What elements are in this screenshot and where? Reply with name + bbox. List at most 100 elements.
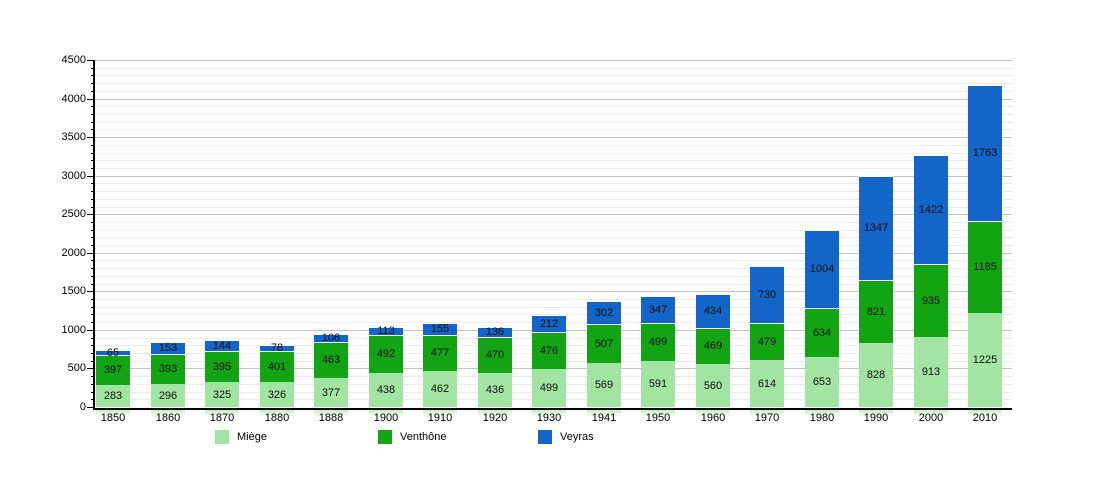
gridline-minor bbox=[95, 191, 1012, 192]
bar-segment-miege-1870 bbox=[205, 382, 239, 407]
value-label-1980: 1004 bbox=[809, 263, 835, 275]
value-label-1960: 434 bbox=[703, 305, 723, 317]
y-tick-major bbox=[87, 176, 95, 177]
bar-segment-venthone-1880 bbox=[260, 351, 294, 382]
gridline-major bbox=[95, 176, 1012, 177]
x-tick-label-1920: 1920 bbox=[482, 412, 508, 424]
legend-swatch-icon bbox=[538, 430, 552, 444]
value-label-1870: 144 bbox=[212, 340, 232, 352]
bar-segment-miege-2010 bbox=[968, 313, 1002, 407]
value-label-2000: 935 bbox=[921, 295, 941, 307]
y-tick-major bbox=[87, 330, 95, 331]
value-label-1920: 470 bbox=[485, 349, 505, 361]
value-label-2010: 1763 bbox=[972, 147, 998, 159]
value-label-1860: 393 bbox=[158, 363, 178, 375]
y-tick-label: 2000 bbox=[61, 247, 86, 259]
value-label-1910: 155 bbox=[430, 323, 450, 335]
value-label-1910: 477 bbox=[430, 347, 450, 359]
value-label-1920: 436 bbox=[485, 384, 505, 396]
gridline-minor bbox=[95, 307, 1012, 308]
y-tick-major bbox=[87, 214, 95, 215]
x-tick-label-1860: 1860 bbox=[155, 412, 181, 424]
value-label-1910: 462 bbox=[430, 383, 450, 395]
value-label-1900: 492 bbox=[376, 348, 396, 360]
value-label-1970: 479 bbox=[757, 336, 777, 348]
gridline-major bbox=[95, 253, 1012, 254]
bar-segment-venthone-1850 bbox=[96, 355, 130, 385]
y-tick-label: 3500 bbox=[61, 131, 86, 143]
gridline-minor bbox=[95, 145, 1012, 146]
gridline-major bbox=[95, 137, 1012, 138]
bar-segment-veyras-1888 bbox=[314, 334, 348, 342]
y-tick-major bbox=[87, 137, 95, 138]
bar-segment-venthone-1980 bbox=[805, 308, 839, 357]
bar-segment-miege-1970 bbox=[750, 360, 784, 407]
bar-segment-veyras-1880 bbox=[260, 345, 294, 351]
value-label-1920: 136 bbox=[485, 326, 505, 338]
value-label-2000: 1422 bbox=[918, 204, 944, 216]
gridline-major bbox=[95, 60, 1012, 61]
gridline-minor bbox=[95, 68, 1012, 69]
value-label-1850: 397 bbox=[103, 364, 123, 376]
bar-segment-veyras-1860 bbox=[151, 342, 185, 354]
bar-segment-miege-1920 bbox=[478, 373, 512, 407]
gridline-minor bbox=[95, 91, 1012, 92]
bar-segment-miege-1930 bbox=[532, 369, 566, 407]
x-tick-label-1950: 1950 bbox=[645, 412, 671, 424]
bar-segment-venthone-1900 bbox=[369, 335, 403, 373]
y-tick-major bbox=[87, 253, 95, 254]
legend-item-miege: Miège bbox=[215, 430, 355, 444]
x-tick-label-2000: 2000 bbox=[918, 412, 944, 424]
bar-segment-veyras-1980 bbox=[805, 230, 839, 308]
y-tick-major bbox=[87, 60, 95, 61]
value-label-2010: 1185 bbox=[973, 261, 997, 273]
x-axis-line bbox=[93, 408, 1012, 410]
gridline-minor bbox=[95, 199, 1012, 200]
value-label-1941: 302 bbox=[594, 307, 614, 319]
value-label-1990: 1347 bbox=[863, 222, 889, 234]
y-tick-major bbox=[87, 368, 95, 369]
value-label-1850: 283 bbox=[103, 390, 123, 402]
gridline-minor bbox=[95, 299, 1012, 300]
bar-segment-veyras-2000 bbox=[914, 155, 948, 264]
y-axis-line bbox=[93, 60, 95, 409]
value-label-1960: 560 bbox=[703, 380, 723, 392]
gridline-major bbox=[95, 291, 1012, 292]
gridline-minor bbox=[95, 314, 1012, 315]
gridline-minor bbox=[95, 168, 1012, 169]
legend-swatch-icon bbox=[378, 430, 392, 444]
gridline-minor bbox=[95, 153, 1012, 154]
legend-label: Venthône bbox=[400, 431, 447, 443]
gridline-minor bbox=[95, 222, 1012, 223]
gridline-major bbox=[95, 214, 1012, 215]
legend-label: Veyras bbox=[560, 431, 594, 443]
value-label-1930: 499 bbox=[539, 382, 559, 394]
bar-segment-miege-1950 bbox=[641, 361, 675, 407]
bar-segment-venthone-1941 bbox=[587, 324, 621, 363]
bar-segment-veyras-1990 bbox=[859, 176, 893, 280]
gridline-minor bbox=[95, 245, 1012, 246]
bar-segment-veyras-1950 bbox=[641, 296, 675, 323]
value-label-1880: 78 bbox=[270, 342, 284, 354]
gridline-minor bbox=[95, 75, 1012, 76]
y-tick-label: 4000 bbox=[61, 93, 86, 105]
gridline-minor bbox=[95, 260, 1012, 261]
value-label-1880: 326 bbox=[267, 389, 287, 401]
gridline-minor bbox=[95, 160, 1012, 161]
value-label-1990: 821 bbox=[866, 306, 886, 318]
value-label-1941: 507 bbox=[594, 338, 614, 350]
bar-segment-veyras-1930 bbox=[532, 315, 566, 332]
y-tick-major bbox=[87, 291, 95, 292]
bar-segment-veyras-1970 bbox=[750, 266, 784, 323]
x-tick-label-2010: 2010 bbox=[972, 412, 998, 424]
value-label-1870: 325 bbox=[212, 389, 232, 401]
x-tick-label-1870: 1870 bbox=[209, 412, 235, 424]
value-label-1900: 113 bbox=[377, 325, 395, 337]
value-label-1950: 499 bbox=[648, 336, 668, 348]
bar-segment-miege-1990 bbox=[859, 343, 893, 407]
legend-item-veyras: Veyras bbox=[538, 430, 678, 444]
bar-segment-venthone-1860 bbox=[151, 354, 185, 384]
gridline-minor bbox=[95, 268, 1012, 269]
value-label-1941: 569 bbox=[594, 379, 614, 391]
